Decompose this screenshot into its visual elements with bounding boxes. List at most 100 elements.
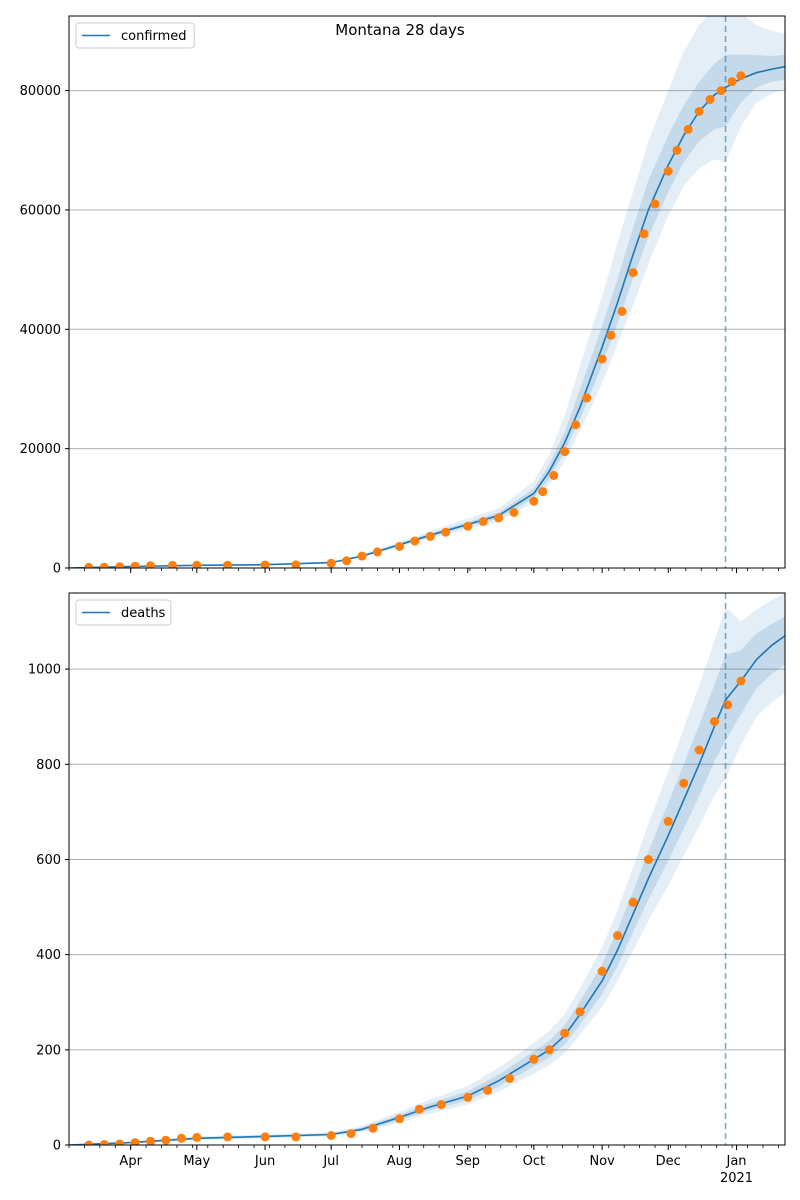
observed-point <box>441 527 451 537</box>
observed-point <box>326 558 336 568</box>
legend-box <box>75 599 172 626</box>
observed-point <box>146 561 155 568</box>
y-tick-label: 800 <box>36 758 61 773</box>
observed-point <box>606 330 616 340</box>
observed-point <box>575 1007 585 1017</box>
observed-point <box>560 447 570 457</box>
observed-point <box>617 306 627 316</box>
observed-point <box>115 562 125 568</box>
observed-point <box>529 1054 539 1064</box>
x-tick-label: Jul <box>322 1154 339 1169</box>
observed-point <box>663 816 673 826</box>
axes-frame <box>68 15 786 569</box>
x-tick-label: Nov <box>589 1154 615 1169</box>
y-tick-label: 200 <box>36 1043 61 1058</box>
observed-point <box>84 562 94 568</box>
observed-point <box>710 717 719 726</box>
observed-point <box>549 471 559 480</box>
confirmed-panel: 0 20000 40000 60000 80000 confirmed <box>20 15 786 577</box>
observed-point <box>571 420 581 430</box>
x-tick-label: Dec <box>656 1154 681 1169</box>
observed-point <box>84 1140 94 1145</box>
observed-point <box>223 1132 233 1142</box>
observed-point <box>291 1132 301 1142</box>
fit-line <box>69 635 785 1145</box>
deaths-panel: 0 200 400 600 800 1000 Apr May Jun Jul Aug Sep Oct No… <box>28 592 786 1186</box>
y-tick-label: 600 <box>36 853 61 868</box>
observed-point <box>192 560 202 568</box>
uncertainty-band <box>69 593 785 1145</box>
observed-point <box>436 1100 446 1110</box>
x-tick-label: Aug <box>387 1154 412 1169</box>
observed-point <box>716 86 726 96</box>
observed-point <box>672 145 682 155</box>
observed-point <box>346 1129 356 1139</box>
observed-point <box>505 1073 515 1083</box>
observed-point <box>425 531 435 541</box>
observed-point <box>509 508 519 517</box>
observed-point <box>357 551 367 561</box>
observed-point <box>146 1136 155 1145</box>
x-tick-label: May <box>183 1154 210 1169</box>
observed-point <box>723 700 733 710</box>
y-tick-label: 20000 <box>20 442 61 457</box>
observed-point <box>463 521 473 531</box>
observed-point <box>368 1123 378 1133</box>
observed-point <box>130 561 140 568</box>
legend-label: confirmed <box>121 29 187 44</box>
y-tick-label: 60000 <box>20 203 61 218</box>
observed-point <box>494 513 504 523</box>
observed-point <box>410 536 420 546</box>
observed-point <box>395 542 404 551</box>
observed-point <box>694 107 704 116</box>
observed-point <box>260 560 270 568</box>
observed-point <box>628 897 638 907</box>
observed-point <box>192 1132 202 1142</box>
y-tick-label: 0 <box>53 1139 61 1154</box>
y-tick-label: 1000 <box>28 663 61 678</box>
observed-point <box>538 487 548 497</box>
observed-point <box>291 560 301 568</box>
uncertainty-band <box>69 16 785 568</box>
y-tick-label: 400 <box>36 948 61 963</box>
observed-point <box>736 71 746 81</box>
y-tick-label: 40000 <box>20 323 61 338</box>
observed-point <box>130 1138 140 1145</box>
plot-area <box>69 16 785 568</box>
observed-point <box>663 166 673 176</box>
observed-point <box>628 268 638 278</box>
observed-point <box>168 560 177 568</box>
observed-point <box>176 1133 186 1143</box>
x-year-label: 2021 <box>720 1171 753 1186</box>
x-tick-label: Jan <box>726 1154 747 1169</box>
observed-point <box>223 560 233 568</box>
observed-point <box>705 95 715 104</box>
observed-point <box>727 77 737 87</box>
axes-frame <box>68 592 786 1146</box>
uncertainty-band <box>69 616 785 1145</box>
observed-point <box>99 562 109 568</box>
figure-title: Montana 28 days <box>335 21 465 39</box>
observed-point <box>372 547 382 557</box>
observed-point <box>650 199 660 209</box>
observed-point <box>597 354 607 364</box>
observed-point <box>395 1114 404 1124</box>
observed-point <box>115 1139 125 1145</box>
observed-point <box>582 393 592 403</box>
observed-point <box>694 745 704 755</box>
observed-point <box>161 1135 171 1145</box>
observed-point <box>463 1092 473 1102</box>
observed-point <box>679 778 689 788</box>
observed-point <box>597 966 607 976</box>
uncertainty-band <box>69 54 785 568</box>
observed-point <box>483 1085 493 1095</box>
observed-point <box>560 1028 570 1038</box>
observed-point <box>414 1104 424 1114</box>
observed-point <box>643 855 653 864</box>
x-tick-label: Jun <box>254 1154 275 1169</box>
observed-point <box>99 1140 109 1145</box>
observed-point <box>544 1045 554 1055</box>
observed-point <box>683 124 693 134</box>
legend-label: deaths <box>121 606 166 621</box>
